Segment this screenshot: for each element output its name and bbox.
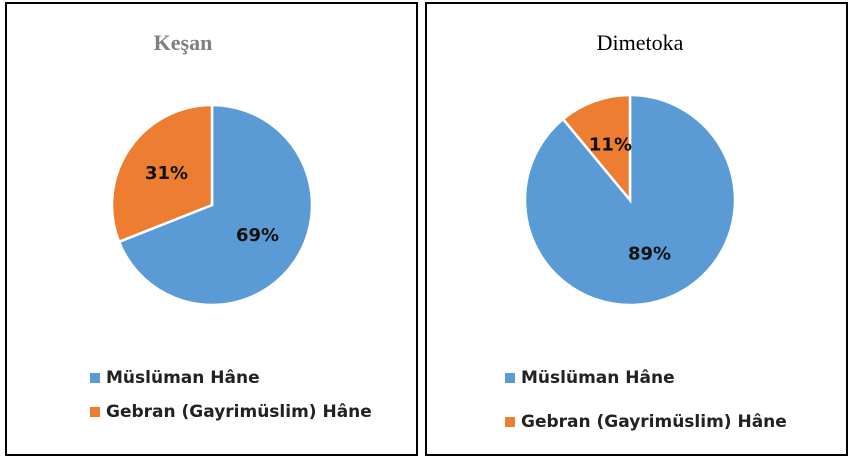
chart-title: Keşan <box>154 30 213 55</box>
legend-label: Müslüman Hâne <box>521 368 675 388</box>
legend-swatch <box>90 407 100 417</box>
legend-label: Müslüman Hâne <box>106 368 260 388</box>
legend-swatch <box>505 417 515 427</box>
legend-swatch <box>90 373 100 383</box>
pie-slice <box>117 103 314 307</box>
pie-slice <box>110 103 214 244</box>
pie-slice <box>561 93 632 204</box>
legend-swatch <box>505 373 515 383</box>
data-label: 11% <box>589 135 632 156</box>
data-label: 89% <box>628 243 671 264</box>
legend-label: Gebran (Gayrimüslim) Hâne <box>521 412 787 432</box>
chart-title: Dimetoka <box>597 30 684 55</box>
data-label: 31% <box>145 163 188 184</box>
legend-label: Gebran (Gayrimüslim) Hâne <box>106 402 372 422</box>
data-label: 69% <box>236 225 279 246</box>
